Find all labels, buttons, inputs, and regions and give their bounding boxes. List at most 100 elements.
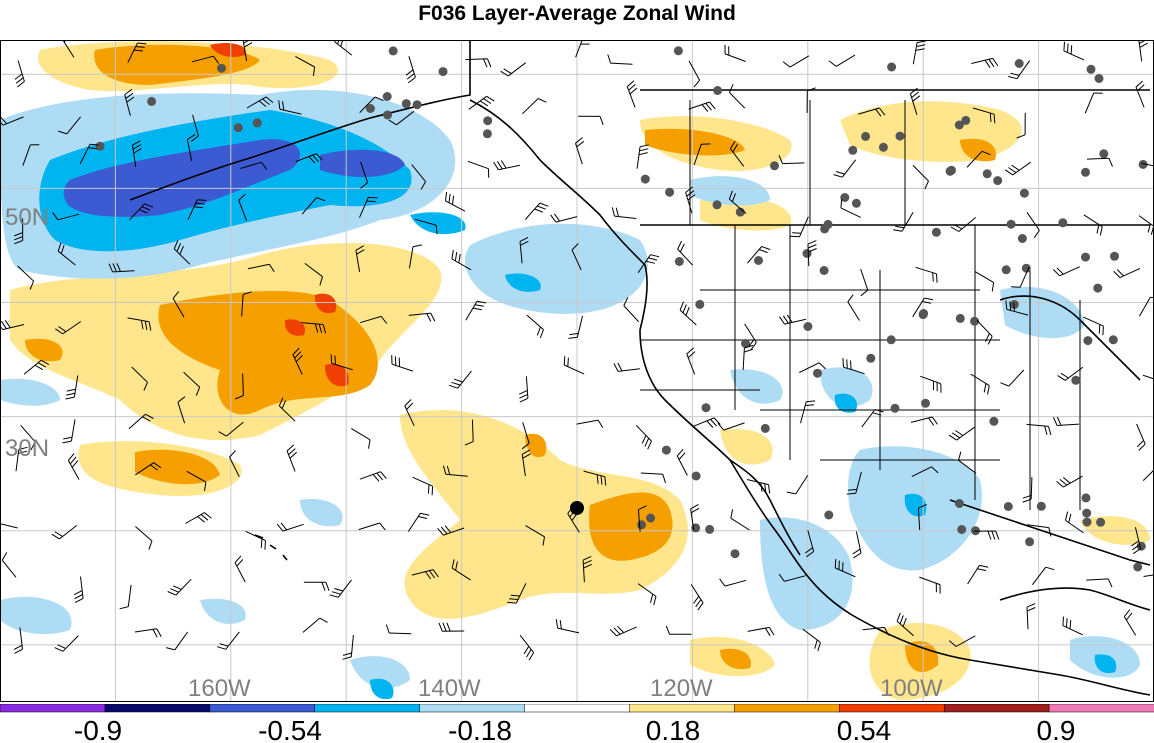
wind-barb bbox=[858, 107, 886, 117]
station-dot bbox=[1025, 537, 1035, 547]
wind-barb bbox=[411, 569, 439, 580]
wind-barb bbox=[1057, 366, 1084, 381]
wind-barb bbox=[301, 197, 326, 215]
chart-title: F036 Layer-Average Zonal Wind bbox=[418, 2, 736, 25]
wind-barb bbox=[329, 579, 352, 598]
station-dot bbox=[640, 174, 650, 184]
station-dot bbox=[147, 96, 157, 106]
wind-barb bbox=[73, 576, 84, 604]
wind-barb bbox=[65, 375, 79, 400]
station-dot bbox=[1108, 335, 1118, 345]
wind-barb bbox=[451, 559, 471, 581]
station-dot bbox=[803, 322, 813, 331]
lat-label-30n: 30N bbox=[5, 435, 49, 462]
wind-barb bbox=[183, 371, 201, 396]
colorbar-segment bbox=[314, 704, 421, 713]
colorbar-segment bbox=[839, 704, 945, 713]
wind-barb bbox=[414, 218, 438, 235]
wind-barb bbox=[238, 193, 248, 221]
colorbar-label: 0.9 bbox=[1037, 715, 1076, 743]
wind-barb bbox=[852, 531, 862, 559]
wind-barb bbox=[730, 509, 750, 531]
wind-barb bbox=[295, 153, 323, 164]
wind-barb bbox=[1138, 296, 1154, 317]
wind-barb bbox=[862, 626, 890, 636]
wind-barb bbox=[782, 55, 810, 68]
wind-barb bbox=[51, 525, 78, 540]
station-dot bbox=[1096, 517, 1106, 527]
wind-barb bbox=[524, 202, 549, 220]
wind-barb bbox=[52, 212, 80, 221]
wind-barb bbox=[637, 583, 657, 606]
wind-barb bbox=[742, 344, 754, 371]
wind-barb bbox=[972, 107, 996, 124]
station-dot bbox=[954, 499, 964, 508]
wind-barb bbox=[0, 523, 18, 529]
wind-barb bbox=[693, 417, 721, 428]
wind-barb bbox=[525, 525, 545, 546]
wind-barb bbox=[679, 301, 697, 326]
wind-barb bbox=[173, 240, 191, 265]
wind-barb bbox=[1142, 469, 1154, 481]
wind-barb bbox=[611, 207, 637, 219]
station-dot bbox=[95, 141, 105, 151]
wind-barb bbox=[278, 397, 296, 422]
wind-barb bbox=[1026, 423, 1052, 436]
wind-barb bbox=[729, 140, 745, 167]
wind-barb bbox=[637, 254, 660, 274]
station-dot bbox=[851, 198, 861, 208]
wind-barb bbox=[607, 54, 633, 65]
wind-barb bbox=[948, 426, 975, 441]
wind-barb bbox=[576, 419, 604, 429]
station-dot bbox=[673, 46, 683, 56]
wind-barb bbox=[1123, 609, 1137, 636]
wind-barb bbox=[442, 465, 468, 477]
wind-barb bbox=[55, 321, 82, 335]
wind-barb bbox=[20, 424, 36, 451]
station-dot bbox=[1014, 59, 1024, 68]
political-borders bbox=[640, 100, 1081, 510]
wind-barb bbox=[304, 263, 323, 286]
wind-barb bbox=[14, 218, 24, 245]
wind-barb bbox=[893, 211, 914, 232]
station-dot bbox=[931, 227, 941, 237]
station-dot bbox=[646, 513, 656, 523]
wind-barb bbox=[187, 199, 207, 220]
wind-barb bbox=[909, 87, 921, 115]
wind-barb bbox=[1022, 477, 1033, 503]
wind-barb bbox=[1016, 112, 1026, 139]
wind-barb bbox=[802, 628, 821, 652]
wind-barb bbox=[688, 60, 701, 88]
station-dot bbox=[483, 116, 493, 126]
wind-barb bbox=[295, 55, 316, 76]
station-dot bbox=[1036, 501, 1046, 511]
wind-barb bbox=[191, 55, 220, 64]
wind-barb bbox=[912, 40, 927, 65]
wind-barb bbox=[303, 581, 330, 591]
wind-barb bbox=[108, 263, 135, 273]
wind-barb bbox=[1052, 416, 1080, 426]
station-dot bbox=[1001, 265, 1011, 275]
wind-barb bbox=[405, 56, 416, 84]
wind-barb bbox=[779, 314, 807, 325]
lon-label-160w: 160W bbox=[188, 675, 251, 702]
wind-barb bbox=[778, 573, 806, 582]
wind-barb bbox=[807, 240, 817, 267]
wind-barb bbox=[278, 100, 302, 115]
wind-barb bbox=[842, 358, 865, 375]
positive-medium-zones bbox=[25, 44, 996, 673]
wind-barb bbox=[778, 155, 805, 165]
wind-barb bbox=[135, 462, 162, 476]
wind-barb bbox=[131, 366, 148, 391]
wind-barb bbox=[186, 134, 196, 161]
colorbar-label: -0.9 bbox=[74, 715, 122, 743]
wind-barb bbox=[241, 291, 252, 317]
wind-barb bbox=[1008, 60, 1031, 80]
wind-barb bbox=[521, 449, 531, 477]
station-dot bbox=[695, 299, 705, 309]
wind-barb bbox=[719, 578, 747, 587]
wind-barb bbox=[1052, 266, 1080, 277]
wind-barb bbox=[555, 619, 580, 634]
wind-barb bbox=[127, 317, 152, 331]
wind-barb bbox=[950, 217, 977, 232]
